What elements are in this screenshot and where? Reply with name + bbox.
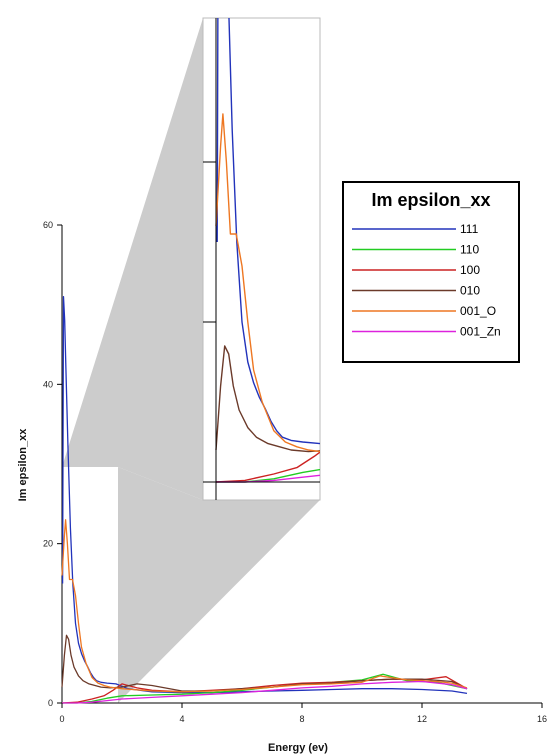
y-tick-label: 60 <box>43 220 53 230</box>
zoom-projection-upper <box>62 18 203 500</box>
x-tick-label: 8 <box>299 714 304 724</box>
y-tick-label: 40 <box>43 379 53 389</box>
y-ticks: 0 20 40 60 <box>43 220 62 708</box>
legend-label-001_Zn: 001_Zn <box>460 325 501 339</box>
x-tick-label: 16 <box>537 714 547 724</box>
x-axis-title: Energy (ev) <box>268 742 328 754</box>
legend: Im epsilon_xx 111 110 100 010 001_O 001_Zn <box>342 181 520 363</box>
y-tick-label: 20 <box>43 539 53 549</box>
zoom-projection <box>62 467 118 703</box>
inset-series-line-010 <box>215 345 320 453</box>
x-tick-label: 12 <box>417 714 427 724</box>
zoom-inset <box>202 17 321 501</box>
legend-entries: 111 110 100 010 001_O 001_Zn <box>352 222 501 339</box>
legend-label-110: 110 <box>460 243 479 257</box>
inset-series-line-110 <box>216 468 320 483</box>
y-axis-title: Im epsilon_xx <box>17 428 29 502</box>
series-line-111 <box>61 296 468 695</box>
x-tick-label: 0 <box>59 714 64 724</box>
legend-label-111: 111 <box>460 222 479 236</box>
x-tick-label: 4 <box>179 714 184 724</box>
zoom-projection-lower <box>118 467 320 703</box>
legend-label-100: 100 <box>460 263 480 277</box>
inset-frame <box>202 17 321 501</box>
x-ticks: 0 4 8 12 16 <box>59 703 547 724</box>
legend-label-010: 010 <box>460 284 480 298</box>
inset-series-group <box>215 18 320 483</box>
legend-label-001_O: 001_O <box>460 304 496 318</box>
series-line-001_O <box>61 519 468 693</box>
inset-series-line-001_Zn <box>216 474 320 483</box>
inset-series-line-111 <box>216 18 320 445</box>
inset-series-line-100 <box>215 451 320 483</box>
inset-series-line-001_O <box>215 113 320 453</box>
legend-title: Im epsilon_xx <box>371 190 490 210</box>
inset-ticks <box>203 161 216 323</box>
y-tick-label: 0 <box>48 698 53 708</box>
main-series-group <box>61 296 468 704</box>
series-line-010 <box>61 634 468 692</box>
series-line-001_Zn <box>62 680 468 704</box>
main-plot: 0 20 40 60 0 4 8 12 16 Energy (ev) Im epsilon_x… <box>17 220 547 754</box>
